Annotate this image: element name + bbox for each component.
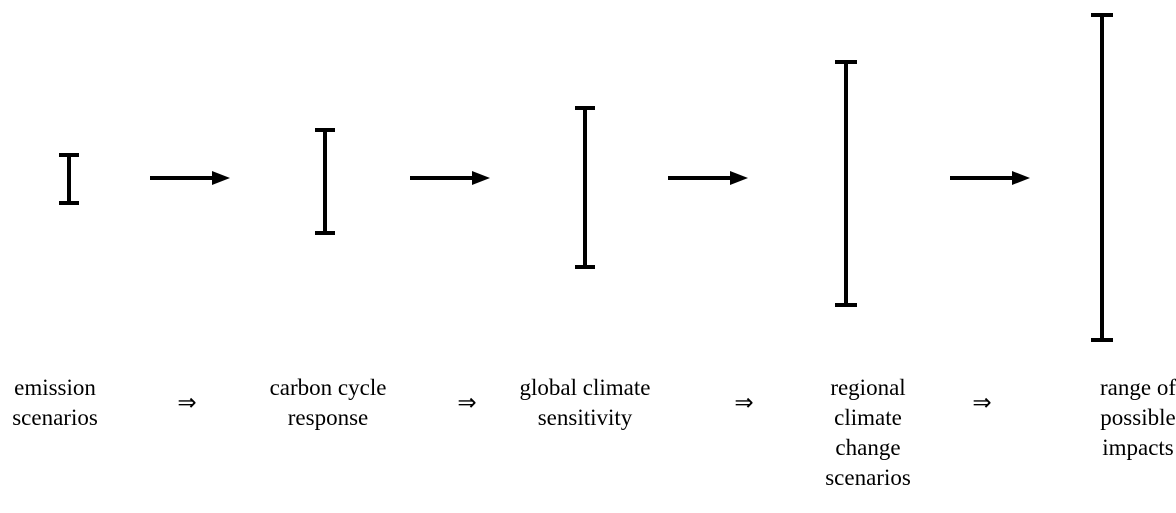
stage-label: response	[288, 405, 368, 430]
stage-label: scenarios	[825, 465, 911, 490]
stage-label: possible	[1100, 405, 1175, 430]
connector: ⇒	[734, 390, 753, 415]
stage-label: sensitivity	[538, 405, 633, 430]
range-bar	[1091, 13, 1113, 342]
stage-label: global climate	[520, 375, 651, 400]
range-bar	[59, 153, 79, 205]
connector: ⇒	[972, 390, 991, 415]
arrow	[150, 171, 230, 185]
stage-label: impacts	[1102, 435, 1174, 460]
connector: ⇒	[457, 390, 476, 415]
range-bar	[315, 128, 335, 235]
stage-label: carbon cycle	[270, 375, 387, 400]
range-bar	[835, 60, 857, 307]
range-bar	[575, 106, 595, 269]
labels: emission scenarios carbon cycle response glo…	[12, 375, 1176, 490]
stage-label: change	[835, 435, 900, 460]
connector: ⇒	[177, 390, 196, 415]
arrow	[950, 171, 1030, 185]
stage-label: climate	[834, 405, 902, 430]
arrow	[410, 171, 490, 185]
stage-label: regional	[830, 375, 905, 400]
stage-label: scenarios	[12, 405, 98, 430]
stage-label: range of	[1100, 375, 1176, 400]
stage-label: emission	[14, 375, 96, 400]
arrow	[668, 171, 748, 185]
